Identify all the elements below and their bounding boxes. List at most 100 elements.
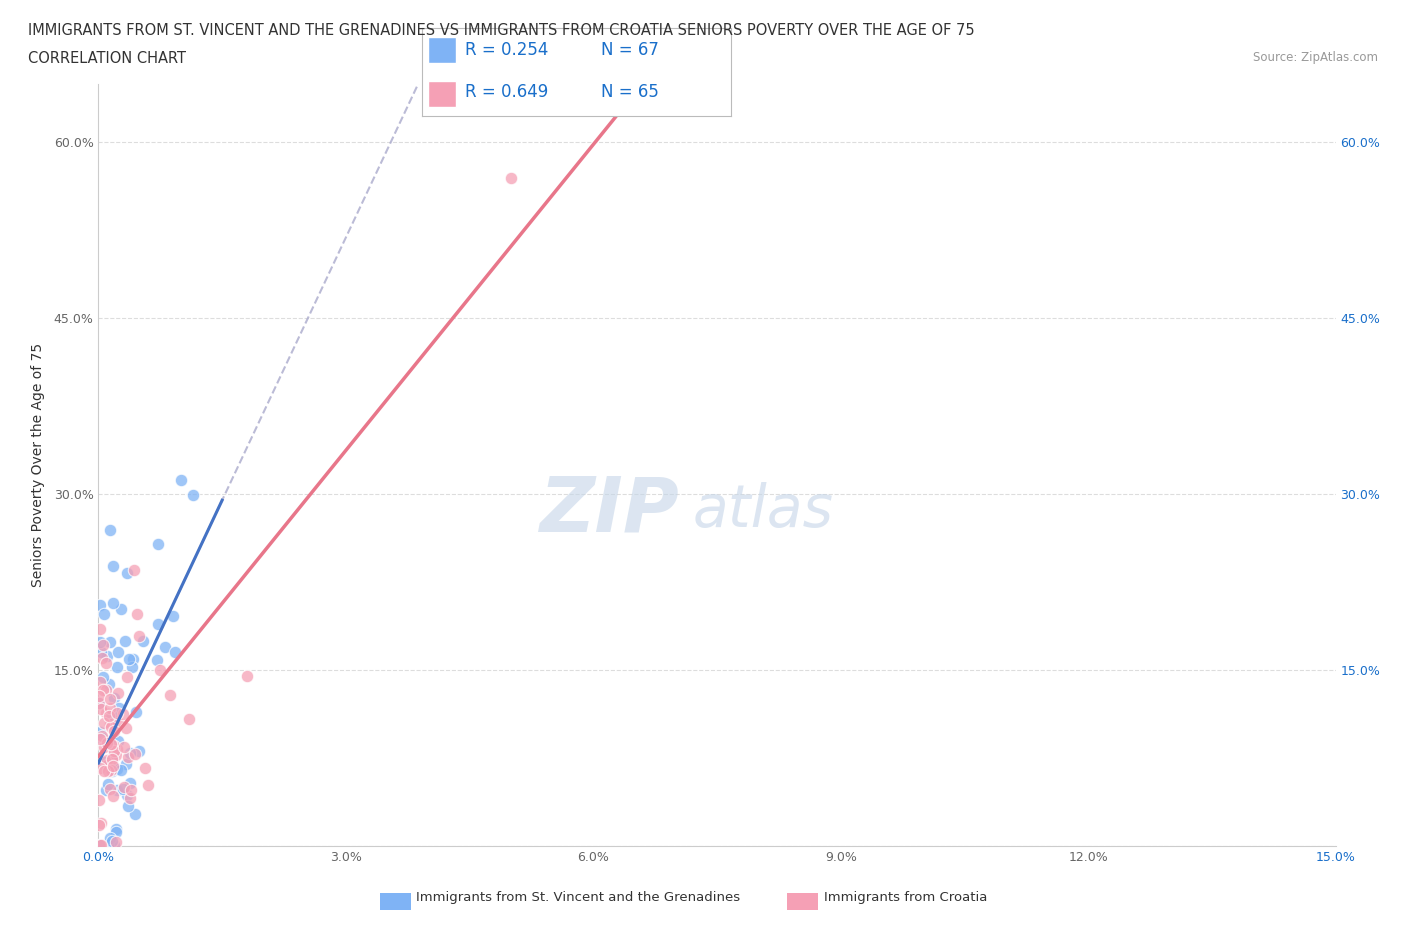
Text: CORRELATION CHART: CORRELATION CHART — [28, 51, 186, 66]
Point — [98, 781, 121, 796]
Point — [98, 716, 121, 731]
Point — [124, 747, 146, 762]
Point — [103, 738, 125, 753]
Point — [104, 761, 127, 776]
Point — [90, 644, 112, 659]
Point — [128, 629, 150, 644]
Point — [89, 634, 111, 649]
Point — [170, 472, 193, 487]
Text: R = 0.649: R = 0.649 — [465, 84, 548, 101]
Text: Immigrants from St. Vincent and the Grenadines: Immigrants from St. Vincent and the Gren… — [416, 891, 741, 904]
Point — [107, 715, 129, 730]
Point — [117, 798, 139, 813]
Point — [181, 487, 204, 502]
Point — [103, 744, 125, 759]
Bar — [427, 81, 456, 108]
Point — [107, 644, 129, 659]
Point — [149, 662, 172, 677]
Point — [105, 706, 128, 721]
Point — [96, 648, 118, 663]
Point — [89, 838, 111, 853]
Text: N = 65: N = 65 — [602, 84, 659, 101]
Point — [125, 705, 148, 720]
Point — [114, 633, 136, 648]
Point — [112, 739, 135, 754]
Point — [98, 700, 121, 715]
Point — [111, 707, 134, 722]
Point — [89, 792, 111, 807]
Point — [94, 706, 117, 721]
Point — [103, 690, 125, 705]
Point — [115, 670, 138, 684]
Y-axis label: Seniors Poverty Over the Age of 75: Seniors Poverty Over the Age of 75 — [31, 343, 45, 587]
Point — [91, 651, 114, 666]
Point — [108, 700, 131, 715]
Point — [236, 669, 259, 684]
Point — [105, 782, 128, 797]
Point — [98, 676, 121, 691]
Point — [100, 833, 122, 848]
Point — [97, 838, 120, 853]
Point — [499, 170, 522, 185]
Point — [93, 838, 115, 853]
Point — [103, 596, 125, 611]
Point — [165, 644, 187, 659]
Point — [103, 558, 125, 573]
Point — [120, 782, 142, 797]
Point — [89, 731, 111, 746]
Point — [96, 683, 118, 698]
Point — [89, 696, 111, 711]
Point — [117, 750, 139, 764]
Point — [101, 751, 124, 765]
Point — [112, 781, 135, 796]
Point — [101, 759, 124, 774]
Point — [110, 602, 132, 617]
Point — [114, 757, 136, 772]
Point — [93, 670, 115, 684]
Point — [118, 790, 141, 805]
Point — [89, 724, 111, 739]
Point — [89, 838, 111, 853]
Point — [134, 761, 156, 776]
Point — [107, 734, 129, 749]
Point — [107, 685, 129, 700]
Point — [97, 764, 120, 778]
Point — [89, 675, 111, 690]
Point — [89, 760, 111, 775]
Point — [103, 724, 125, 738]
Point — [101, 764, 124, 778]
Point — [98, 838, 121, 853]
Point — [93, 764, 115, 779]
Point — [104, 822, 127, 837]
Point — [101, 789, 124, 804]
Point — [94, 736, 117, 751]
Point — [96, 655, 118, 670]
Point — [146, 617, 169, 631]
Point — [114, 721, 136, 736]
Point — [98, 634, 121, 649]
Point — [124, 806, 146, 821]
Point — [153, 639, 176, 654]
Point — [94, 754, 117, 769]
Point — [115, 566, 138, 581]
Point — [115, 787, 138, 802]
Text: ZIP: ZIP — [540, 473, 681, 548]
Point — [101, 751, 124, 766]
Point — [90, 816, 112, 830]
Point — [122, 563, 145, 578]
Point — [105, 762, 128, 777]
Point — [104, 825, 127, 840]
Point — [159, 687, 181, 702]
Point — [96, 758, 118, 773]
Point — [100, 737, 122, 751]
Point — [91, 731, 114, 746]
Point — [110, 763, 132, 777]
Point — [104, 834, 127, 849]
Point — [89, 838, 111, 853]
Point — [146, 537, 169, 551]
Point — [97, 777, 120, 791]
Point — [179, 711, 201, 726]
Point — [96, 752, 118, 767]
Point — [96, 838, 118, 853]
Point — [100, 738, 122, 753]
